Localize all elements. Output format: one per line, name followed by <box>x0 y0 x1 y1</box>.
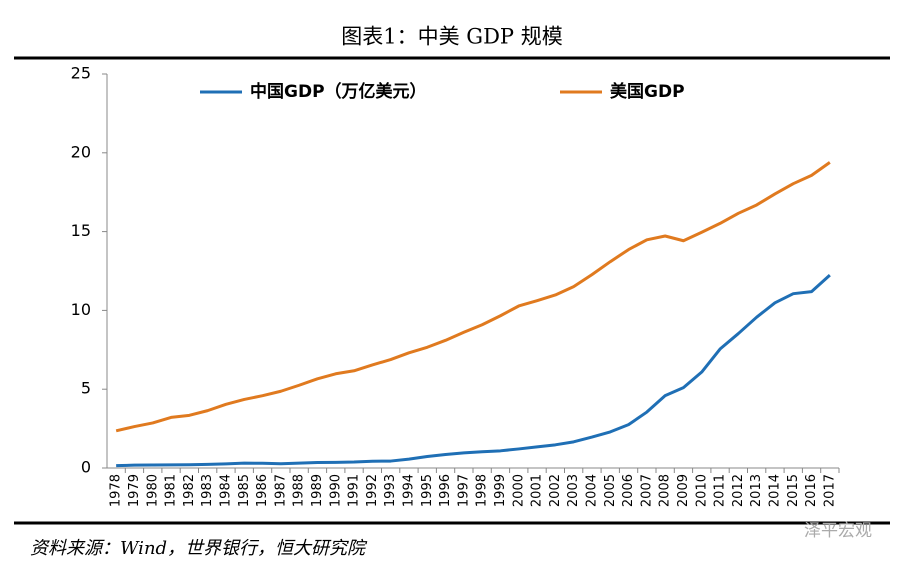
x-tick-label: 2013 <box>749 474 764 507</box>
x-tick-label: 1978 <box>109 474 124 507</box>
x-tick-label: 2008 <box>658 474 673 507</box>
x-tick-label: 2002 <box>548 474 563 507</box>
x-tick-label: 1991 <box>347 474 362 507</box>
x-tick-label: 1992 <box>365 474 380 507</box>
x-tick-label: 2014 <box>767 474 782 507</box>
x-tick-label: 1987 <box>273 474 288 507</box>
x-tick-label: 1993 <box>383 474 398 507</box>
y-tick-label: 15 <box>71 221 91 240</box>
x-tick-label: 1983 <box>200 474 215 507</box>
x-tick-label: 2012 <box>731 474 746 507</box>
x-tick-label: 2011 <box>713 474 728 507</box>
series-line <box>115 161 831 433</box>
x-tick-label: 2017 <box>822 474 837 507</box>
y-tick-label: 25 <box>71 64 91 83</box>
x-tick-label: 1999 <box>493 474 508 507</box>
x-tick-label: 1998 <box>475 474 490 507</box>
legend-label: 美国GDP <box>610 81 685 102</box>
x-tick-label: 1989 <box>310 474 325 507</box>
x-tick-label: 2015 <box>786 474 801 507</box>
x-tick-label: 2004 <box>584 474 599 507</box>
x-tick-label: 1981 <box>164 474 179 507</box>
x-tick-label: 1995 <box>420 474 435 507</box>
x-tick-label: 1988 <box>292 474 307 507</box>
chart-title: 图表1：中美 GDP 规模 <box>341 25 562 49</box>
x-tick-label: 1986 <box>255 474 270 507</box>
x-tick-label: 2005 <box>603 474 618 507</box>
x-tick-label: 1996 <box>438 474 453 507</box>
x-tick-label: 1990 <box>328 474 343 507</box>
series-line <box>116 273 831 468</box>
x-tick-label: 1984 <box>218 474 233 507</box>
y-tick-label: 20 <box>71 142 91 161</box>
legend-label: 中国GDP（万亿美元） <box>250 81 427 102</box>
x-tick-label: 1994 <box>401 474 416 507</box>
x-tick-label: 1985 <box>237 474 252 507</box>
x-tick-label: 1982 <box>182 474 197 507</box>
x-tick-label: 2001 <box>530 474 545 507</box>
x-tick-label: 2006 <box>621 474 636 507</box>
x-tick-label: 2016 <box>804 474 819 507</box>
x-tick-label: 2003 <box>566 474 581 507</box>
x-tick-label: 2000 <box>511 474 526 507</box>
source-note: 资料来源：Wind，世界银行，恒大研究院 <box>30 538 368 559</box>
x-tick-label: 2007 <box>639 474 654 507</box>
x-tick-label: 1980 <box>145 474 160 507</box>
y-tick-label: 10 <box>71 300 91 319</box>
x-tick-label: 2010 <box>694 474 709 507</box>
y-tick-label: 0 <box>81 458 91 477</box>
x-tick-label: 1997 <box>456 474 471 507</box>
x-tick-label: 2009 <box>676 474 691 507</box>
watermark: 泽平宏观 <box>804 521 872 541</box>
x-tick-label: 1979 <box>127 474 142 507</box>
y-tick-label: 5 <box>81 379 91 398</box>
